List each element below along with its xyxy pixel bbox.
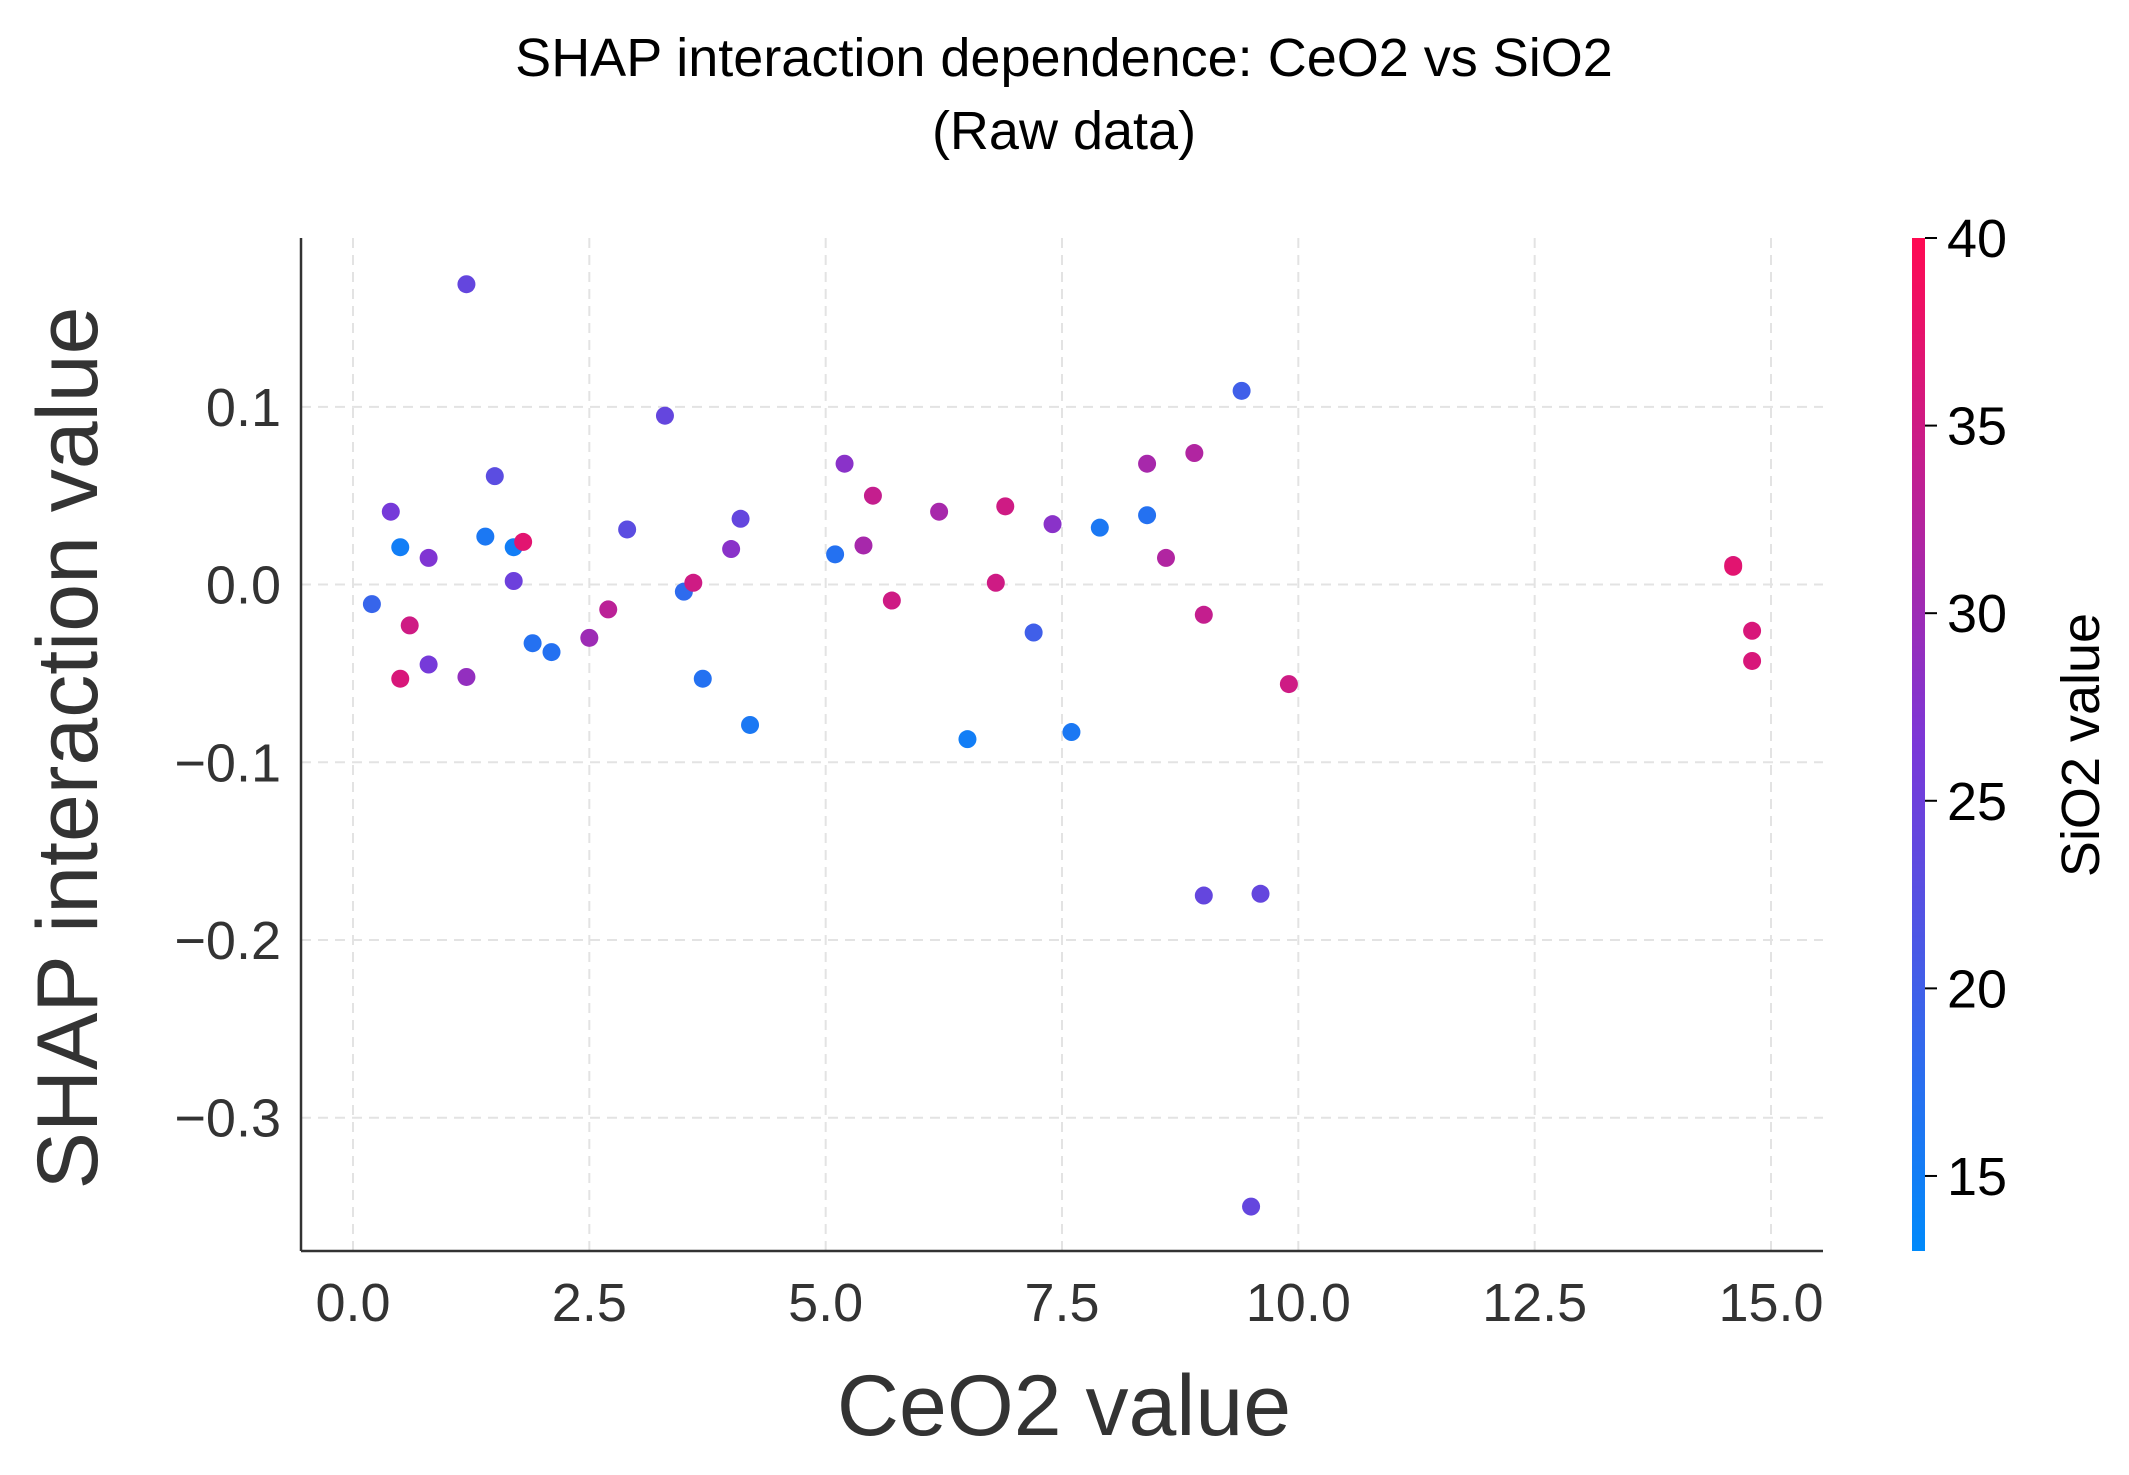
- scatter-point: [504, 571, 523, 590]
- scatter-point: [826, 545, 845, 564]
- x-tick-label: 12.5: [1482, 1273, 1587, 1333]
- scatter-point: [391, 669, 410, 688]
- scatter-point: [1194, 886, 1213, 905]
- scatter-point: [996, 497, 1015, 516]
- scatter-point: [514, 532, 533, 551]
- scatter-point: [1232, 381, 1251, 400]
- scatter-point: [476, 527, 495, 546]
- scatter-point: [400, 616, 419, 635]
- scatter-point: [381, 502, 400, 521]
- scatter-point: [457, 667, 476, 686]
- colorbar-tick-label: 25: [1947, 772, 2007, 832]
- chart-title-line1: SHAP interaction dependence: CeO2 vs SiO…: [515, 28, 1613, 88]
- scatter-point: [419, 655, 438, 674]
- colorbar-tick-label: 30: [1947, 584, 2007, 644]
- scatter-point: [618, 520, 637, 539]
- scatter-point: [1043, 515, 1062, 534]
- tick-labels: 0.0 2.5 5.0 7.5 10.0 12.5 15.0 0.1 0.0 −0.1 −0.2 −0…: [174, 378, 1823, 1333]
- scatter-point: [1251, 884, 1270, 903]
- colorbar-tick-label: 20: [1947, 959, 2007, 1019]
- scatter-point: [599, 600, 618, 619]
- scatter-point: [1138, 506, 1157, 525]
- scatter-point: [1279, 675, 1298, 694]
- axes: [299, 238, 1823, 1253]
- scatter-point: [693, 669, 712, 688]
- scatter-point: [1724, 557, 1743, 576]
- colorbar: [1912, 238, 1925, 1251]
- scatter-point: [684, 573, 703, 592]
- scatter-point: [1090, 518, 1109, 537]
- x-axis-label: CeO2 value: [837, 1358, 1291, 1454]
- scatter-point: [854, 536, 873, 555]
- scatter-points: [362, 275, 1762, 1216]
- colorbar-tick-label: 40: [1947, 209, 2007, 269]
- scatter-point: [580, 628, 599, 647]
- scatter-point: [1138, 454, 1157, 473]
- y-axis-label: SHAP interaction value: [20, 307, 116, 1190]
- colorbar-tick-label: 35: [1947, 397, 2007, 457]
- scatter-point: [1194, 605, 1213, 624]
- x-tick-label: 10.0: [1246, 1273, 1351, 1333]
- scatter-point: [1185, 444, 1204, 463]
- colorbar-ticks: 15 20 25 30 35 40: [1925, 209, 2007, 1207]
- scatter-point: [722, 540, 741, 559]
- chart-title-line2: (Raw data): [932, 101, 1196, 161]
- scatter-point: [523, 634, 542, 653]
- scatter-point: [1156, 548, 1175, 567]
- scatter-point: [419, 548, 438, 567]
- scatter-point: [1024, 623, 1043, 642]
- x-tick-label: 0.0: [315, 1273, 390, 1333]
- scatter-point: [930, 502, 949, 521]
- y-tick-label: −0.2: [174, 911, 281, 971]
- scatter-point: [542, 643, 561, 662]
- scatter-point: [741, 715, 760, 734]
- y-tick-label: −0.3: [174, 1089, 281, 1149]
- scatter-point: [863, 486, 882, 505]
- scatter-point: [1743, 651, 1762, 670]
- x-tick-label: 15.0: [1718, 1273, 1823, 1333]
- scatter-point: [1062, 723, 1081, 742]
- grid-lines: [301, 238, 1823, 1251]
- scatter-point: [1743, 621, 1762, 640]
- y-tick-label: 0.1: [206, 378, 281, 438]
- scatter-point: [835, 454, 854, 473]
- x-tick-label: 2.5: [552, 1273, 627, 1333]
- scatter-point: [882, 591, 901, 610]
- scatter-point: [731, 509, 750, 528]
- scatter-point: [1242, 1197, 1261, 1216]
- scatter-point: [958, 730, 977, 749]
- scatter-point: [457, 275, 476, 294]
- scatter-point: [655, 406, 674, 425]
- x-tick-label: 5.0: [788, 1273, 863, 1333]
- colorbar-label: SiO2 value: [2051, 613, 2111, 877]
- x-tick-label: 7.5: [1024, 1273, 1099, 1333]
- scatter-point: [391, 538, 410, 557]
- scatter-point: [986, 573, 1005, 592]
- scatter-point: [362, 595, 381, 614]
- y-tick-label: 0.0: [206, 556, 281, 616]
- scatter-point: [485, 467, 504, 486]
- y-tick-label: −0.1: [174, 733, 281, 793]
- colorbar-tick-label: 15: [1947, 1147, 2007, 1207]
